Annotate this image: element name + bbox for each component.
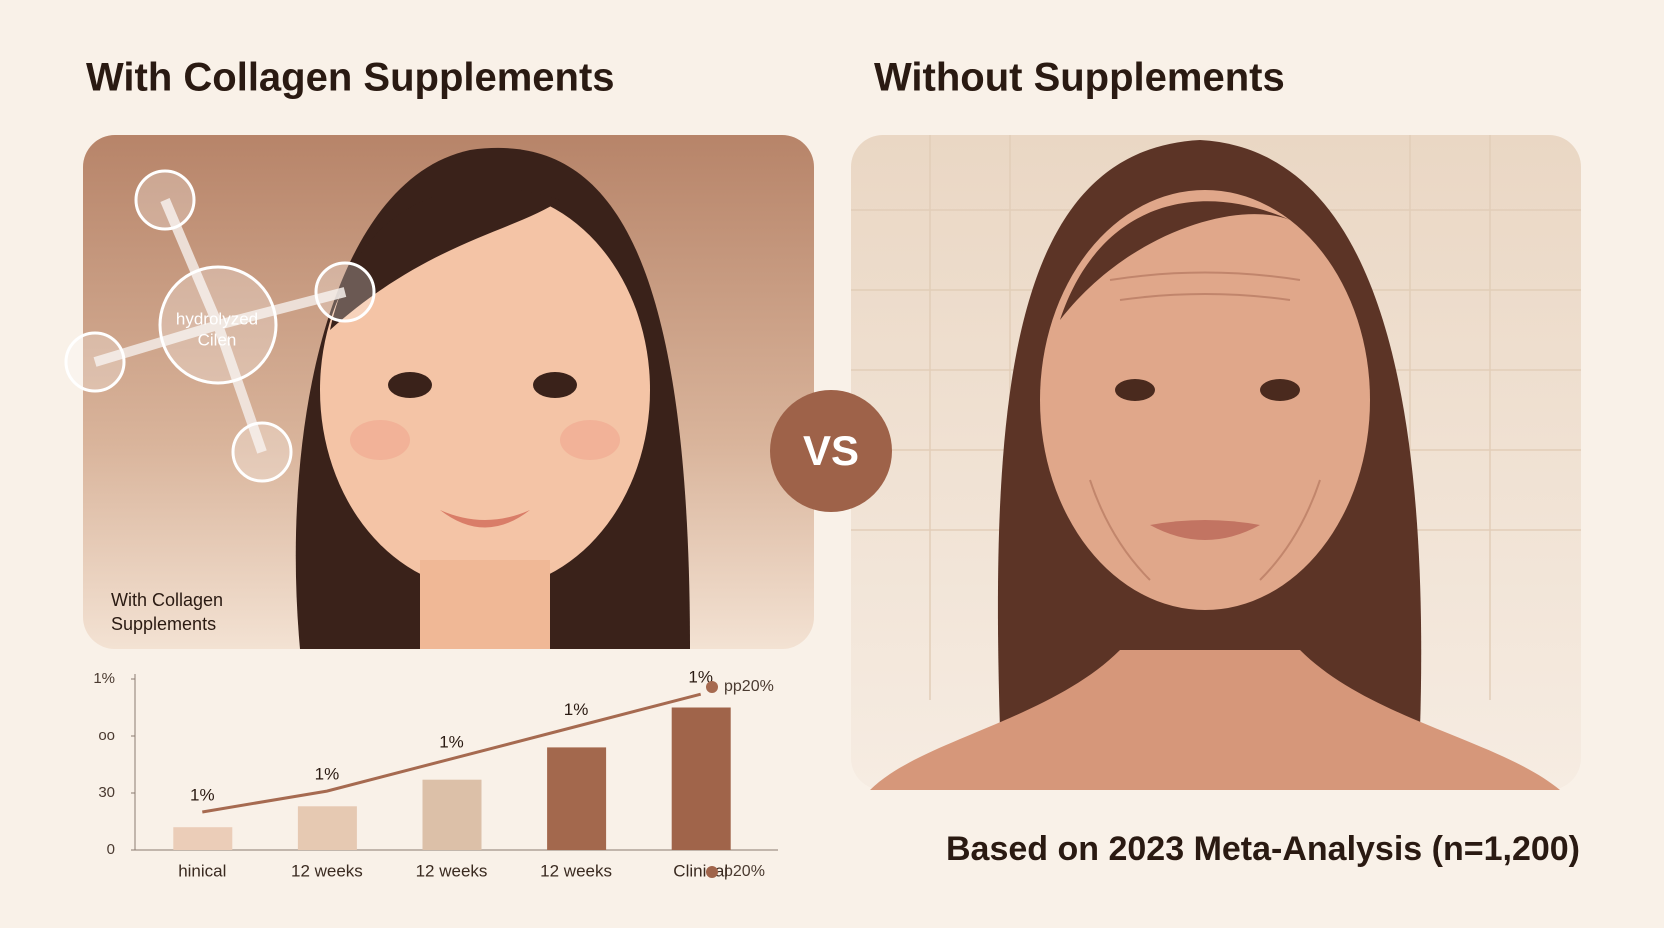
x-tick-label: hinical	[178, 861, 226, 880]
chart: 0 30 oo 1% hinical 12 weeks 12 weeks 12 weeks Cl…	[93, 668, 778, 880]
data-label: 1%	[190, 785, 215, 804]
right-panel	[851, 135, 1581, 790]
bar	[297, 806, 357, 850]
legend-label: p20%	[724, 863, 765, 880]
vs-badge: VS	[770, 390, 892, 512]
y-tick-label: oo	[98, 727, 115, 744]
panel-caption: Supplements	[111, 614, 216, 634]
footnote: Based on 2023 Meta-Analysis (n=1,200)	[946, 830, 1580, 868]
x-tick-label: 12 weeks	[540, 861, 612, 880]
y-tick-label: 1%	[93, 670, 115, 687]
panel-caption: With Collagen	[111, 590, 223, 610]
bar	[547, 747, 607, 850]
bar	[173, 827, 233, 850]
data-label: 1%	[439, 732, 464, 751]
data-label: 1%	[688, 668, 713, 687]
x-tick-label: 12 weeks	[291, 861, 363, 880]
y-tick-label: 0	[107, 841, 115, 858]
y-tick-label: 30	[98, 784, 115, 801]
bar	[422, 779, 482, 850]
vs-label: VS	[803, 427, 859, 474]
legend-marker	[706, 681, 718, 693]
bar	[671, 707, 731, 850]
line	[202, 692, 702, 814]
data-label: 1%	[564, 700, 589, 719]
legend-label: pp20%	[724, 678, 774, 695]
right-title: Without Supplements	[874, 56, 1285, 100]
x-tick-label: Clinical	[673, 861, 728, 880]
left-title: With Collagen Supplements	[86, 56, 615, 100]
molecule-label: Cilen	[198, 330, 237, 349]
legend-marker	[706, 866, 718, 878]
x-tick-label: 12 weeks	[416, 861, 488, 880]
molecule-label: hydrolyzed	[176, 309, 258, 328]
left-panel: hydrolyzed Cilen With Collagen Supplemen…	[64, 135, 814, 649]
data-label: 1%	[315, 765, 340, 784]
